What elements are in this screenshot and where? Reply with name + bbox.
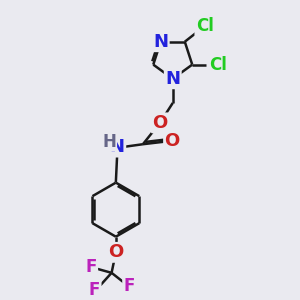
Text: Cl: Cl — [209, 56, 227, 74]
Text: N: N — [110, 138, 125, 156]
Text: F: F — [124, 277, 135, 295]
Text: O: O — [108, 243, 124, 261]
Text: N: N — [153, 33, 168, 51]
Text: N: N — [165, 70, 180, 88]
Text: F: F — [85, 258, 97, 276]
Text: F: F — [89, 281, 100, 299]
Text: Cl: Cl — [196, 17, 214, 35]
Text: O: O — [165, 132, 180, 150]
Text: O: O — [152, 114, 168, 132]
Text: H: H — [102, 133, 116, 151]
